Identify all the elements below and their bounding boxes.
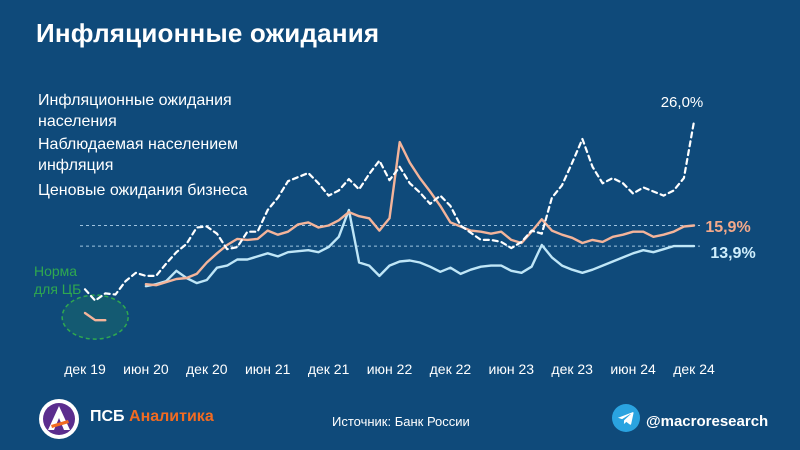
- psb-logo-icon: [39, 399, 79, 439]
- brand-name-part2: Аналитика: [129, 408, 214, 425]
- x-tick-label: дек 19: [64, 361, 106, 377]
- telegram-handle[interactable]: @macroresearch: [646, 413, 769, 430]
- x-tick-label: дек 24: [673, 361, 715, 377]
- legend-business-expectations: Ценовые ожидания бизнеса: [38, 182, 248, 199]
- x-tick-label: июн 21: [245, 361, 291, 377]
- telegram-icon[interactable]: [612, 404, 640, 432]
- norm-zone: [61, 294, 129, 340]
- norm-label-line1: Норма: [34, 263, 77, 279]
- legend-households-expectations: Инфляционные ожидания населения: [38, 92, 232, 130]
- x-tick-label: июн 24: [610, 361, 656, 377]
- norm-label-line2: для ЦБ: [34, 281, 81, 297]
- x-tick-label: июн 20: [123, 361, 169, 377]
- series-business-expectations: [144, 208, 696, 288]
- x-tick-label: дек 23: [551, 361, 593, 377]
- x-tick-label: дек 21: [308, 361, 350, 377]
- end-label: 26,0%: [661, 94, 704, 111]
- x-tick-label: дек 22: [430, 361, 472, 377]
- series-observed-inflation: [144, 140, 696, 287]
- x-tick-label: дек 20: [186, 361, 228, 377]
- legend-observed-inflation: Наблюдаемая населением инфляция: [38, 136, 239, 174]
- page-title: Инфляционные ожидания: [36, 18, 380, 48]
- x-tick-label: июн 23: [489, 361, 535, 377]
- series-early-segment: [83, 311, 107, 322]
- end-label: 15,9%: [705, 219, 750, 236]
- x-tick-label: июн 22: [367, 361, 413, 377]
- end-label: 13,9%: [710, 245, 755, 262]
- series-households-expectations: [83, 120, 696, 302]
- source-note: Источник: Банк России: [332, 414, 470, 429]
- brand-name: ПСБ Аналитика: [90, 408, 214, 426]
- brand-name-part1: ПСБ: [90, 408, 125, 425]
